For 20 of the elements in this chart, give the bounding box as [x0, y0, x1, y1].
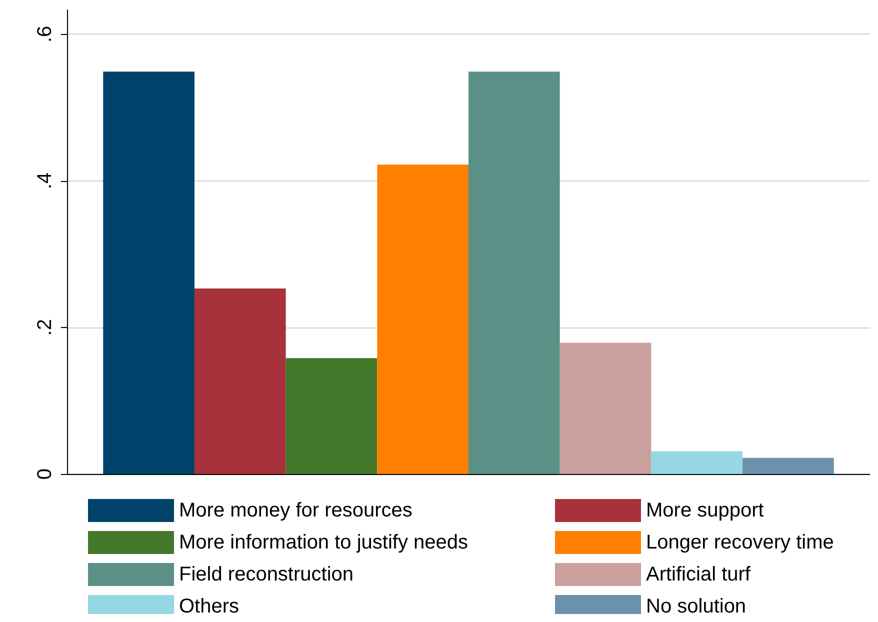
- y-tick-label: 0: [34, 468, 56, 480]
- legend-label: Field reconstruction: [179, 564, 354, 586]
- y-tick-label: .6: [34, 26, 56, 43]
- bar: [468, 72, 560, 474]
- legend-label: More information to justify needs: [179, 532, 468, 554]
- legend-label: Others: [179, 596, 240, 618]
- bar: [560, 342, 652, 474]
- bar: [103, 72, 194, 474]
- legend-label: More support: [646, 500, 764, 522]
- legend-label: Longer recovery time: [646, 532, 834, 554]
- bar: [651, 451, 743, 474]
- y-tick-label: .2: [34, 319, 56, 336]
- bar: [194, 288, 286, 474]
- legend-label: More money for resources: [179, 500, 412, 522]
- bar: [742, 458, 834, 474]
- legend-label: Artificial turf: [646, 564, 751, 586]
- legend-label: No solution: [646, 596, 746, 618]
- y-tick-label: .4: [34, 172, 56, 190]
- bar: [286, 358, 378, 474]
- bar: [377, 164, 468, 474]
